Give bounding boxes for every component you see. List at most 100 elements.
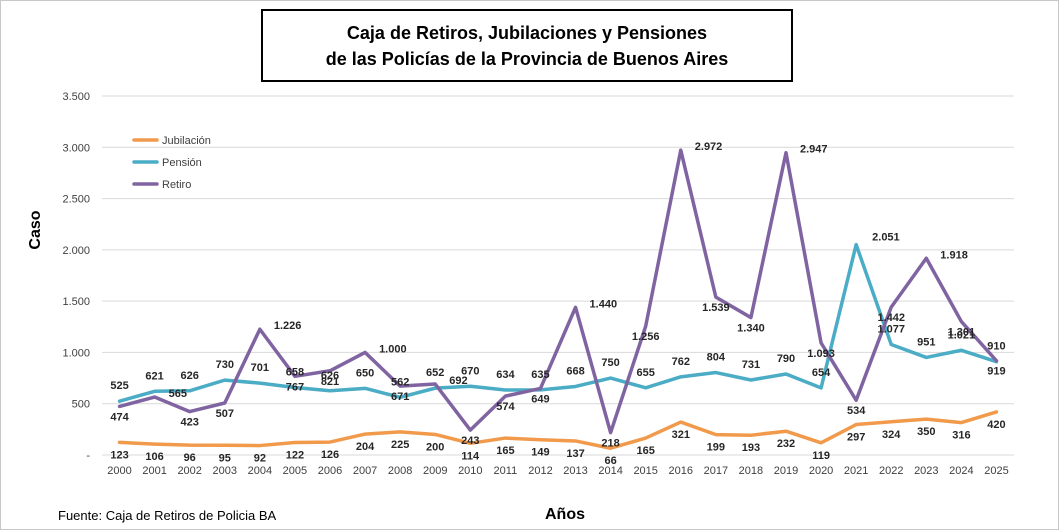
data-label-retiro: 649 <box>531 393 549 405</box>
data-label-pensión: 655 <box>637 367 655 379</box>
data-label-retiro: 2.947 <box>800 144 828 156</box>
x-tick-label: 2022 <box>879 465 903 477</box>
y-tick-label: 2.500 <box>62 194 90 206</box>
x-tick-label: 2014 <box>598 465 622 477</box>
data-label-pensión: 626 <box>321 370 339 382</box>
data-label-retiro: 534 <box>847 405 866 417</box>
data-label-retiro: 919 <box>987 366 1005 378</box>
data-labels: 123 106 96 95 92 122 126 204 225 200 114 165 149 137 6… <box>110 141 1005 467</box>
data-label-pensión: 701 <box>251 362 269 374</box>
y-tick-label: 1.000 <box>62 347 90 359</box>
data-label-pensión: 762 <box>672 356 690 368</box>
data-label-jubilación: 66 <box>604 455 616 467</box>
data-label-jubilación: 95 <box>219 452 231 464</box>
x-tick-label: 2000 <box>107 465 131 477</box>
x-tick-label: 2019 <box>774 465 798 477</box>
y-tick-label: 1.500 <box>62 296 90 308</box>
data-label-retiro: 1.440 <box>590 298 618 310</box>
data-label-pensión: 621 <box>145 370 163 382</box>
series-line-pensión <box>117 242 999 403</box>
data-label-jubilación: 316 <box>952 430 970 442</box>
x-tick-label: 2023 <box>914 465 938 477</box>
data-label-pensión: 750 <box>601 357 619 369</box>
data-label-pensión: 731 <box>742 359 760 371</box>
data-label-jubilación: 126 <box>321 449 339 461</box>
chart-title-line2: de las Policías de la Provincia de Bueno… <box>325 48 729 69</box>
x-tick-label: 2005 <box>283 465 307 477</box>
x-tick-label: 2018 <box>739 465 763 477</box>
x-tick-label: 2013 <box>563 465 587 477</box>
y-tick-label: 500 <box>72 399 90 411</box>
data-label-retiro: 218 <box>601 438 619 450</box>
x-tick-label: 2003 <box>213 465 237 477</box>
data-label-jubilación: 204 <box>356 441 375 453</box>
data-label-retiro: 2.972 <box>695 141 723 153</box>
data-label-pensión: 910 <box>987 341 1005 353</box>
data-label-retiro: 1.226 <box>274 320 302 332</box>
data-label-pensión: 804 <box>707 352 726 364</box>
data-label-retiro: 821 <box>321 376 339 388</box>
x-tick-label: 2010 <box>458 465 482 477</box>
data-label-retiro: 1.442 <box>877 312 905 324</box>
data-label-jubilación: 324 <box>882 429 901 441</box>
x-tick-label: 2021 <box>844 465 868 477</box>
data-label-pensión: 634 <box>496 369 515 381</box>
data-label-jubilación: 232 <box>777 438 795 450</box>
data-label-jubilación: 96 <box>184 452 196 464</box>
series-line-jubilación <box>117 410 999 450</box>
x-tick-label: 2016 <box>669 465 693 477</box>
data-label-retiro: 243 <box>461 435 479 447</box>
x-tick-label: 2025 <box>984 465 1008 477</box>
data-label-pensión: 2.051 <box>872 232 900 244</box>
data-label-jubilación: 199 <box>707 442 725 454</box>
data-label-retiro: 507 <box>216 408 234 420</box>
data-label-jubilación: 149 <box>531 447 549 459</box>
data-label-jubilación: 92 <box>254 453 266 465</box>
x-tick-label: 2007 <box>353 465 377 477</box>
data-label-retiro: 1.301 <box>948 327 976 339</box>
y-axis-label: Caso <box>27 210 44 250</box>
data-label-jubilación: 114 <box>461 450 480 462</box>
data-label-jubilación: 193 <box>742 442 760 454</box>
legend-label-pensión: Pensión <box>162 157 202 169</box>
data-label-pensión: 1.077 <box>877 324 905 336</box>
data-label-retiro: 671 <box>391 391 409 403</box>
data-label-jubilación: 165 <box>637 445 655 457</box>
data-label-pensión: 658 <box>286 367 304 379</box>
data-label-jubilación: 137 <box>566 448 584 460</box>
data-label-retiro: 1.256 <box>632 331 660 343</box>
gridlines <box>102 95 1014 456</box>
data-label-jubilación: 350 <box>917 426 935 438</box>
source-note: Fuente: Caja de Retiros de Policia BA <box>58 508 277 523</box>
data-label-pensión: 1.021 <box>948 329 976 341</box>
data-label-retiro: 1.093 <box>807 348 835 360</box>
legend: Jubilación Pensión Retiro <box>132 135 211 191</box>
legend-label-retiro: Retiro <box>162 179 191 191</box>
data-label-pensión: 635 <box>531 369 549 381</box>
data-label-retiro: 474 <box>110 411 129 423</box>
x-tick-label: 2006 <box>318 465 342 477</box>
x-tick-label: 2009 <box>423 465 447 477</box>
data-label-jubilación: 297 <box>847 432 865 444</box>
data-label-retiro: 692 <box>449 375 467 387</box>
data-label-jubilación: 106 <box>145 451 163 463</box>
data-label-retiro: 1.000 <box>379 343 407 355</box>
legend-label-jubilación: Jubilación <box>162 135 211 147</box>
x-tick-label: 2008 <box>388 465 412 477</box>
data-label-pensión: 626 <box>181 370 199 382</box>
data-label-retiro: 565 <box>169 388 187 400</box>
x-tick-label: 2001 <box>142 465 166 477</box>
data-label-retiro: 1.539 <box>702 302 730 314</box>
data-label-pensión: 670 <box>461 365 479 377</box>
x-tick-label: 2012 <box>528 465 552 477</box>
data-label-jubilación: 200 <box>426 441 444 453</box>
x-axis-label: Años <box>545 506 585 523</box>
data-label-pensión: 951 <box>917 336 935 348</box>
data-label-pensión: 790 <box>777 353 795 365</box>
data-label-jubilación: 123 <box>110 449 128 461</box>
x-axis-ticks: 2000 2001 2002 2003 2004 2005 2006 2007 2008 2009… <box>107 465 1008 477</box>
data-label-jubilación: 420 <box>987 419 1005 431</box>
data-label-jubilación: 165 <box>496 445 514 457</box>
data-label-pensión: 654 <box>812 367 831 379</box>
